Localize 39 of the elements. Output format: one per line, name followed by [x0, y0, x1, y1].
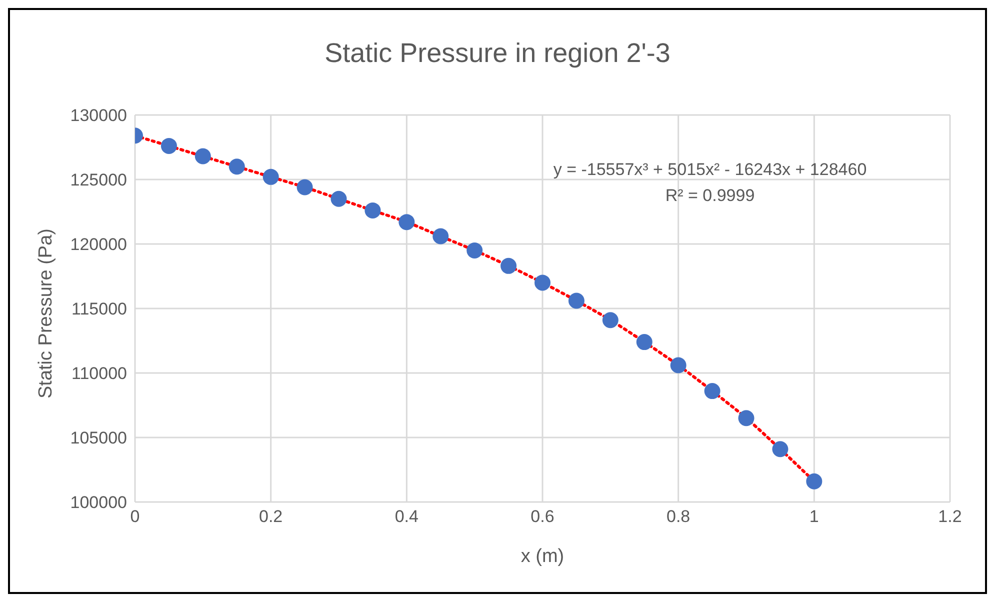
y-tick-label: 110000	[72, 364, 127, 384]
point	[160, 138, 177, 154]
point	[772, 441, 788, 458]
point	[670, 357, 686, 374]
x-tick-label: 1.2	[938, 507, 962, 526]
y-axis-title: Static Pressure (Pa)	[36, 228, 57, 398]
x-tick-label: 1	[809, 507, 819, 526]
y-tick-label: 120000	[70, 235, 127, 254]
point	[806, 473, 822, 490]
x-tick-label: 0.6	[530, 507, 554, 526]
point	[466, 242, 483, 258]
point	[568, 292, 584, 309]
point	[364, 202, 381, 218]
point	[432, 228, 449, 244]
point	[398, 214, 415, 230]
y-tick-label: 130000	[70, 106, 127, 126]
chart-title: Static Pressure in region 2'-3	[324, 38, 672, 69]
point	[738, 410, 754, 426]
y-tick-label: 105000	[70, 428, 127, 448]
y-tick-label: 115000	[72, 300, 127, 319]
point	[330, 190, 347, 207]
point	[228, 158, 245, 175]
point	[500, 258, 517, 274]
annotation: R² = 0.9999	[664, 186, 756, 206]
point	[636, 334, 652, 350]
point	[602, 312, 618, 328]
x-tick-label: 0.2	[259, 507, 283, 526]
point	[534, 274, 550, 291]
y-tick-label: 125000	[70, 170, 127, 190]
x-tick-label: 0.4	[394, 507, 418, 526]
annotation: y = -15557x³ + 5015x² - 16243x + 128460	[552, 160, 868, 180]
x-tick-label: 0.8	[666, 507, 690, 526]
x-tick-label: 0	[130, 507, 140, 526]
point	[262, 168, 279, 185]
point	[194, 148, 211, 164]
point	[296, 179, 313, 196]
y-tick-label: 100000	[70, 493, 127, 512]
point	[704, 383, 720, 400]
x-axis-title: x (m)	[520, 546, 564, 567]
